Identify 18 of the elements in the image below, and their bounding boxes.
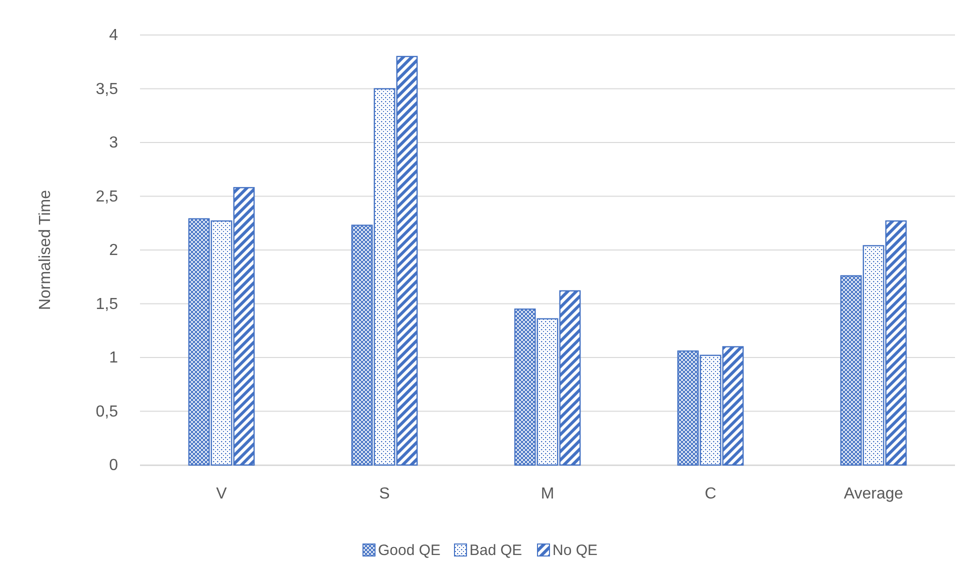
x-tick-label: V bbox=[216, 485, 228, 502]
y-tick-label: 2,5 bbox=[96, 188, 118, 206]
legend-label: Good QE bbox=[378, 542, 441, 559]
legend-label: Bad QE bbox=[470, 542, 522, 559]
y-tick-label: 1 bbox=[109, 350, 118, 367]
y-tick-label: 3 bbox=[109, 134, 118, 152]
y-tick-label: 3,5 bbox=[96, 80, 118, 98]
y-tick-label: 1,5 bbox=[96, 296, 118, 313]
y-tick-label: 0,5 bbox=[96, 403, 118, 420]
x-tick-label: C bbox=[704, 485, 716, 502]
y-tick-label: 0 bbox=[109, 457, 118, 474]
y-axis-title: Normalised Time bbox=[37, 190, 54, 310]
y-tick-label: 4 bbox=[109, 27, 118, 44]
y-tick-label: 2 bbox=[109, 242, 118, 260]
x-tick-label: M bbox=[540, 485, 554, 502]
x-tick-label: S bbox=[379, 485, 390, 502]
legend-label: No QE bbox=[552, 542, 598, 559]
x-tick-label: Average bbox=[844, 485, 904, 502]
